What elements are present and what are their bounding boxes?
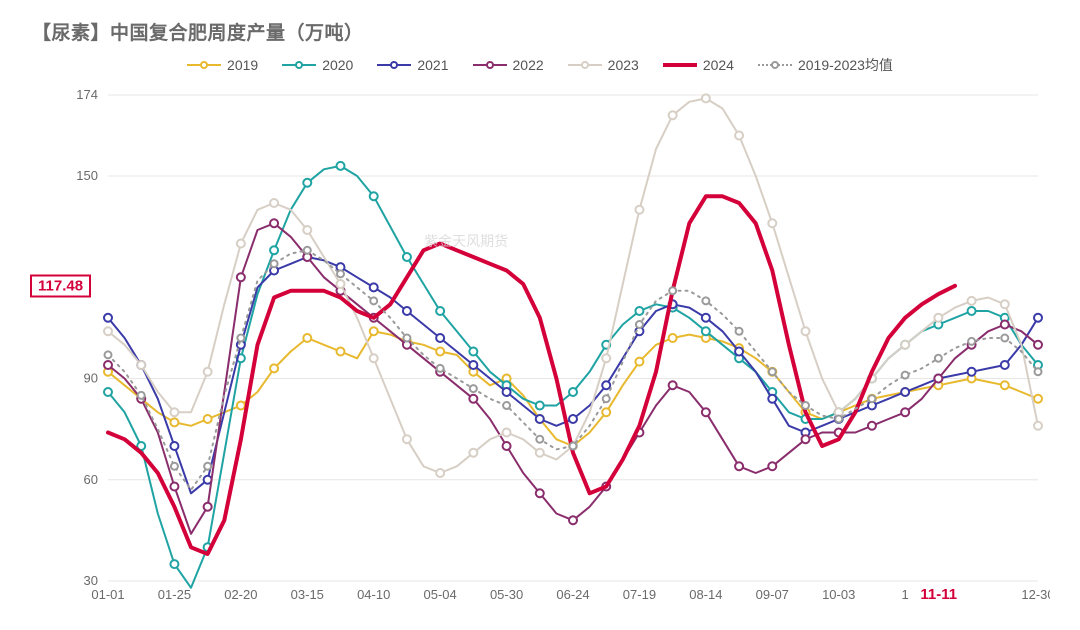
svg-text:90: 90 [84, 371, 98, 386]
legend-item: 2019-2023均值 [758, 55, 893, 75]
legend-item: 2024 [663, 57, 734, 73]
svg-text:09-07: 09-07 [756, 587, 789, 602]
legend-label: 2019 [227, 57, 258, 73]
legend-label: 2020 [322, 57, 353, 73]
legend-swatch [663, 58, 697, 72]
legend-swatch [473, 58, 507, 72]
svg-text:60: 60 [84, 472, 98, 487]
svg-text:01-25: 01-25 [158, 587, 191, 602]
svg-text:04-10: 04-10 [357, 587, 390, 602]
svg-text:05-04: 05-04 [424, 587, 457, 602]
legend-item: 2019 [187, 57, 258, 73]
svg-text:01-01: 01-01 [91, 587, 124, 602]
svg-text:30: 30 [84, 573, 98, 588]
page: 【尿素】中国复合肥周度产量（万吨） 2019202020212022202320… [0, 0, 1080, 630]
legend-label: 2022 [513, 57, 544, 73]
legend-label: 2019-2023均值 [798, 55, 893, 75]
highlight-value-badge: 117.48 [30, 274, 91, 297]
svg-text:07-19: 07-19 [623, 587, 656, 602]
legend-swatch [568, 58, 602, 72]
legend: 2019 2020 2021 2022 2023 2024 2019-2023均值 [30, 55, 1050, 75]
svg-text:06-24: 06-24 [556, 587, 589, 602]
svg-text:1: 1 [902, 587, 909, 602]
legend-swatch [758, 58, 792, 72]
legend-label: 2023 [608, 57, 639, 73]
legend-swatch [187, 58, 221, 72]
svg-text:05-30: 05-30 [490, 587, 523, 602]
chart-svg: 30 60 90 150 174 01-01 01-25 02-20 03-15 04-10 05-… [30, 87, 1050, 609]
svg-text:10-03: 10-03 [822, 587, 855, 602]
svg-text:03-15: 03-15 [291, 587, 324, 602]
legend-label: 2024 [703, 57, 734, 73]
legend-item: 2023 [568, 57, 639, 73]
legend-swatch [282, 58, 316, 72]
highlight-x-label: 11-11 [916, 586, 961, 603]
svg-text:12-30: 12-30 [1021, 587, 1050, 602]
legend-item: 2020 [282, 57, 353, 73]
svg-text:08-14: 08-14 [689, 587, 722, 602]
legend-swatch [377, 58, 411, 72]
legend-item: 2021 [377, 57, 448, 73]
legend-item: 2022 [473, 57, 544, 73]
svg-text:02-20: 02-20 [224, 587, 257, 602]
chart-wrap: 30 60 90 150 174 01-01 01-25 02-20 03-15 04-10 05-… [30, 87, 1050, 609]
legend-label: 2021 [417, 57, 448, 73]
svg-text:174: 174 [76, 87, 98, 102]
svg-text:150: 150 [76, 168, 98, 183]
chart-title: 【尿素】中国复合肥周度产量（万吨） [32, 18, 1050, 45]
